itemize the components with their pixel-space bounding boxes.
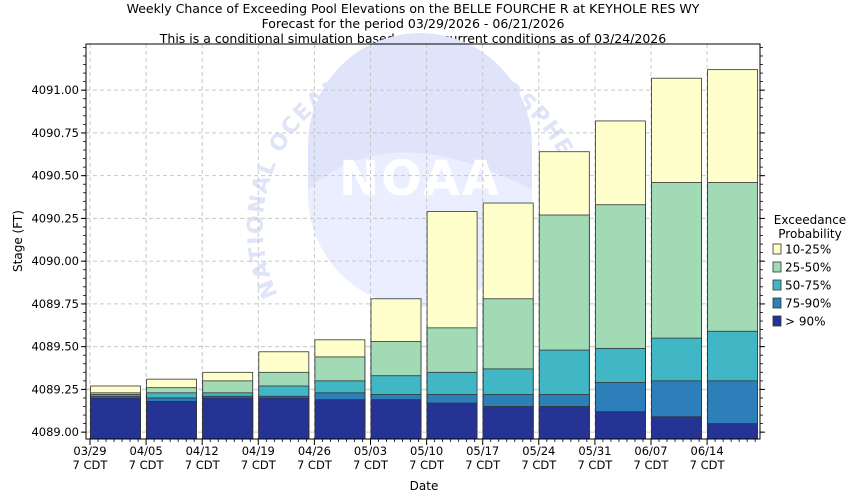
y-axis-label: Stage (FT) <box>11 210 25 272</box>
x-tick-label-date: 05/10 <box>410 444 443 458</box>
legend-label: 50-75% <box>785 279 831 293</box>
bar-90-05-10 <box>426 402 478 440</box>
legend-label: > 90% <box>785 315 826 329</box>
x-tick-label-date: 05/31 <box>578 444 611 458</box>
bar-stack-06-14 <box>707 69 758 440</box>
plot-frame <box>85 43 761 440</box>
x-tick-label-time: 7 CDT <box>465 458 501 472</box>
x-tick-label-date: 05/17 <box>466 444 499 458</box>
x-tick-label-date: 04/26 <box>298 444 331 458</box>
y-axis: 4089.00 4089.25 4089.50 4089.75 4090.00 4090.… <box>31 47 765 439</box>
legend-swatch <box>772 279 782 291</box>
x-tick-label-date: 06/14 <box>691 444 724 458</box>
x-tick-label-time: 7 CDT <box>521 458 557 472</box>
bar-stack-05-03 <box>370 298 422 440</box>
bar-stack-04-05 <box>146 378 198 440</box>
x-tick-label-time: 7 CDT <box>241 458 277 472</box>
y-tick-label: 4089.75 <box>31 297 79 311</box>
bar-stack-03-29 <box>90 385 141 440</box>
legend-swatch <box>772 261 782 273</box>
x-tick-label-date: 03/29 <box>73 444 106 458</box>
x-tick-label-date: 06/07 <box>634 444 667 458</box>
bar-90-06-14 <box>707 423 758 440</box>
chart-title: Weekly Chance of Exceeding Pool Elevatio… <box>127 1 700 46</box>
y-tick-label: 4089.25 <box>31 382 79 396</box>
bar-90-03-29 <box>90 397 141 440</box>
legend-label: 75-90% <box>785 297 831 311</box>
bar-stack-06-07 <box>651 77 702 440</box>
bar-90-04-05 <box>146 400 198 440</box>
x-tick-label-time: 7 CDT <box>634 458 670 472</box>
x-tick-label-time: 7 CDT <box>690 458 726 472</box>
bar-90-04-19 <box>258 397 310 440</box>
x-tick-label-time: 7 CDT <box>577 458 613 472</box>
x-axis-label: Date <box>410 479 439 493</box>
title-line-2: Forecast for the period 03/29/2026 - 06/… <box>262 16 565 31</box>
x-tick-label-date: 04/05 <box>130 444 163 458</box>
legend-swatch <box>772 315 782 327</box>
grid-lines <box>86 44 760 439</box>
legend-title-line-2: Probability <box>778 227 841 241</box>
x-tick-label-date: 05/03 <box>354 444 387 458</box>
bar-90-04-26 <box>314 399 366 440</box>
bar-stack-04-12 <box>202 371 254 440</box>
x-tick-label-time: 7 CDT <box>73 458 109 472</box>
x-tick-label-time: 7 CDT <box>409 458 445 472</box>
watermark-logo: NOAA <box>339 151 501 207</box>
bar-stack-05-17 <box>482 202 534 440</box>
y-tick-label: 4090.50 <box>31 169 79 183</box>
x-tick-label-time: 7 CDT <box>185 458 221 472</box>
legend-label: 25-50% <box>785 261 831 275</box>
bar-stack-04-19 <box>258 351 310 440</box>
x-tick-label-date: 04/12 <box>186 444 219 458</box>
x-tick-label-time: 7 CDT <box>129 458 165 472</box>
y-tick-label: 4090.25 <box>31 211 79 225</box>
bar-stack-05-31 <box>595 120 646 440</box>
bar-90-05-03 <box>370 399 422 440</box>
x-tick-label-date: 05/24 <box>522 444 555 458</box>
y-tick-label: 4089.50 <box>31 340 79 354</box>
bar-90-05-17 <box>482 406 534 440</box>
x-tick-label-date: 04/19 <box>242 444 275 458</box>
bar-90-05-31 <box>595 411 646 440</box>
bar-stack-05-24 <box>538 151 590 440</box>
y-tick-label: 4090.00 <box>31 254 79 268</box>
y-tick-label: 4090.75 <box>31 126 79 140</box>
x-tick-label-time: 7 CDT <box>297 458 333 472</box>
bar-stack-04-26 <box>314 339 366 440</box>
x-tick-label-time: 7 CDT <box>353 458 389 472</box>
bar-90-04-12 <box>202 397 254 440</box>
noaa-bird-shape <box>308 33 532 191</box>
legend-swatch <box>772 243 782 255</box>
legend-title-line-1: Exceedance <box>774 213 846 227</box>
bar-stack-05-10 <box>426 211 478 440</box>
bar-90-06-07 <box>651 416 702 440</box>
bar-90-05-24 <box>538 406 590 440</box>
y-tick-label: 4091.00 <box>31 83 79 97</box>
title-line-1: Weekly Chance of Exceeding Pool Elevatio… <box>127 1 700 16</box>
legend-label: 10-25% <box>785 243 831 257</box>
legend-swatch <box>772 297 782 309</box>
y-tick-label: 4089.00 <box>31 425 79 439</box>
